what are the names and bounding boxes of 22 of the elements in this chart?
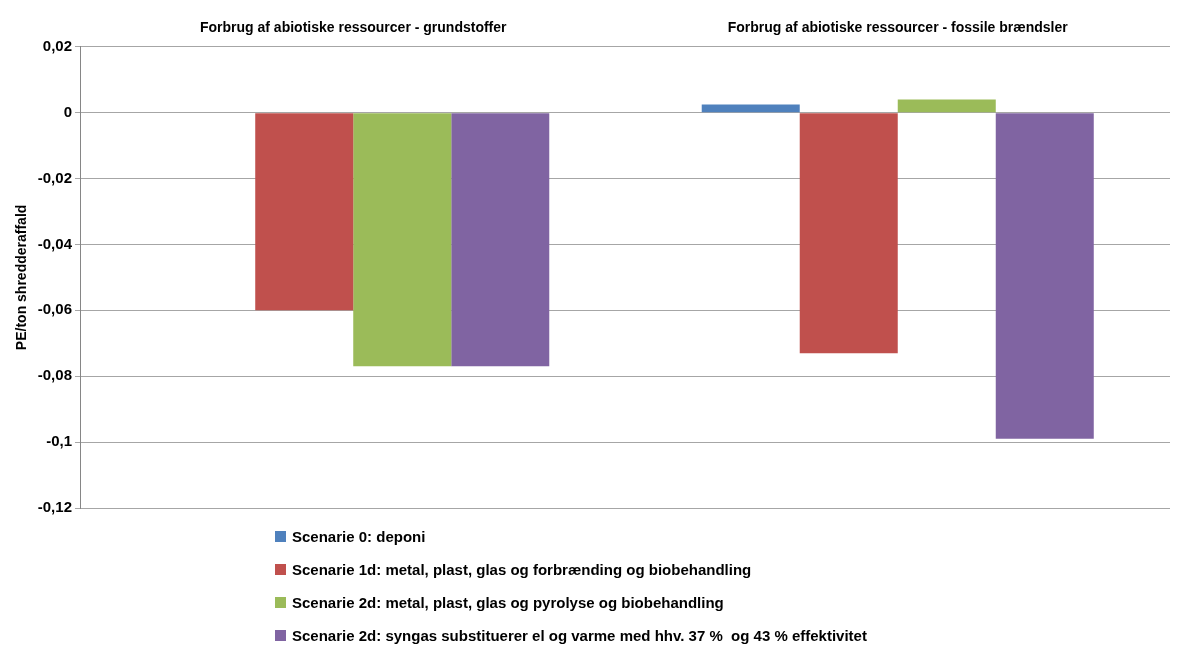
bar	[799, 113, 898, 354]
y-axis-title: PE/ton shredderaffald	[13, 204, 30, 351]
y-tick-label: -0,02	[37, 168, 72, 186]
y-tick-label: -0,12	[37, 498, 72, 516]
bar	[897, 99, 996, 113]
x-tick-label: Forbrug af abiotiske ressourcer - grundstoffer	[199, 19, 508, 36]
y-tick-label: -0,1	[46, 432, 72, 450]
legend-label: Scenarie 2d: syngas substituerer el og varme med hhv. 37 % og 43 % effektivitet	[292, 627, 867, 644]
y-tick-label: -0,04	[37, 234, 73, 252]
y-tick-label: 0,02	[42, 36, 72, 54]
legend-label: Scenarie 2d: metal, plast, glas og pyrolyse og biobehandling	[292, 594, 724, 611]
x-tick-label: Forbrug af abiotiske ressourcer - fossile brændsler	[727, 19, 1069, 36]
y-tick-label: 0	[63, 102, 72, 120]
bar	[995, 113, 1094, 439]
bar	[353, 113, 452, 367]
bar	[701, 104, 800, 113]
bar	[451, 113, 550, 367]
legend-label: Scenarie 0: deponi	[292, 528, 426, 545]
legend-label: Scenarie 1d: metal, plast, glas og forbrænding og biobehandling	[292, 561, 752, 578]
bar	[255, 113, 354, 311]
y-tick-label: -0,06	[37, 300, 72, 318]
y-tick-label: -0,08	[37, 366, 72, 384]
